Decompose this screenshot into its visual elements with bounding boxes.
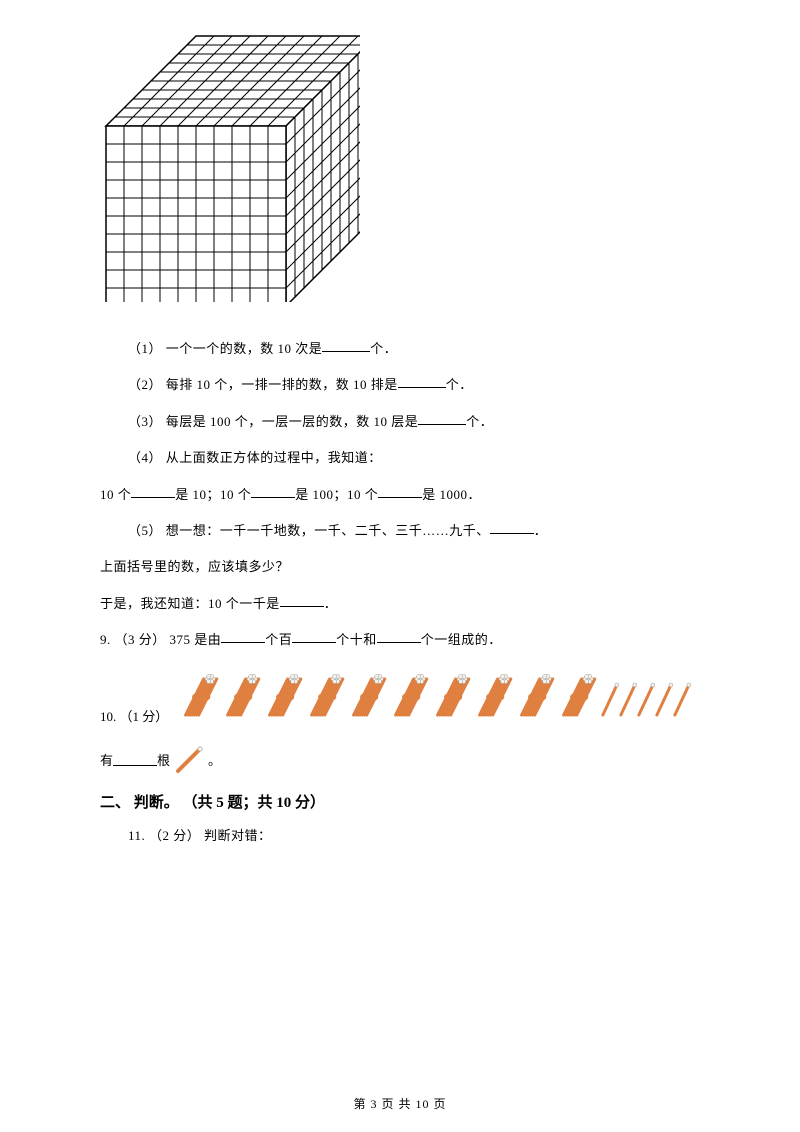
question-2: （2） 每排 10 个，一排一排的数，数 10 排是 个． — [100, 367, 700, 403]
blank — [131, 484, 175, 498]
blank — [322, 338, 370, 352]
q2-text: （2） 每排 10 个，一排一排的数，数 10 排是 — [128, 377, 398, 392]
q11-text: 11. （2 分） 判断对错： — [128, 828, 272, 843]
q10-label: 10. （1 分） — [100, 706, 168, 725]
has-label: 有 — [100, 750, 113, 769]
q9-c: 个十和 — [336, 632, 377, 647]
q1-text: （1） 一个一个的数，数 10 次是 — [128, 341, 322, 356]
has-end: 。 — [208, 750, 221, 769]
q5b-text: 上面括号里的数，应该填多少？ — [100, 559, 289, 574]
question-5c: 于是，我还知道：10 个一千是 ． — [100, 586, 700, 622]
q1-suffix: 个． — [370, 341, 397, 356]
question-3: （3） 每层是 100 个，一层一层的数，数 10 层是 个． — [100, 404, 700, 440]
question-4b: 10 个 是 10；10 个 是 100；10 个 是 1000． — [100, 477, 700, 513]
cube-diagram — [100, 30, 700, 307]
blank — [418, 411, 466, 425]
q4b-d: 是 1000． — [422, 487, 481, 502]
q5-text: （5） 想一想：一千一千地数，一千、二千、三千……九千、 — [128, 523, 490, 538]
blank — [490, 520, 534, 534]
section-2-title: 二、 判断。 （共 5 题；共 10 分） — [100, 791, 700, 812]
question-10-row: 10. （1 分） — [100, 669, 700, 725]
blank — [113, 752, 157, 766]
q2-suffix: 个． — [446, 377, 473, 392]
blank — [378, 484, 422, 498]
q4b-a: 10 个 — [100, 487, 131, 502]
question-9: 9. （3 分） 375 是由 个百 个十和 个一组成的． — [100, 622, 700, 658]
question-5: （5） 想一想：一千一千地数，一千、二千、三千……九千、 ． — [100, 513, 700, 549]
blank — [292, 629, 336, 643]
question-11: 11. （2 分） 判断对错： — [100, 818, 700, 854]
sticks-diagram — [174, 669, 700, 725]
page-footer: 第 3 页 共 10 页 — [0, 1095, 800, 1112]
blank — [398, 374, 446, 388]
single-stick-icon — [172, 743, 206, 777]
blank — [280, 593, 324, 607]
question-1: （1） 一个一个的数，数 10 次是 个． — [100, 331, 700, 367]
q5c-a: 于是，我还知道：10 个一千是 — [100, 596, 280, 611]
q5c-b: ． — [324, 596, 338, 611]
blank — [221, 629, 265, 643]
q3-suffix: 个． — [466, 414, 493, 429]
q4-text: （4） 从上面数正方体的过程中，我知道： — [128, 450, 382, 465]
q5-suffix: ． — [534, 523, 548, 538]
has-suffix: 根 — [157, 750, 170, 769]
q9-b: 个百 — [265, 632, 292, 647]
q9-d: 个一组成的． — [421, 632, 502, 647]
blank — [377, 629, 421, 643]
q3-text: （3） 每层是 100 个，一层一层的数，数 10 层是 — [128, 414, 418, 429]
question-5b: 上面括号里的数，应该填多少？ — [100, 549, 700, 585]
q9-a: 9. （3 分） 375 是由 — [100, 632, 221, 647]
question-4: （4） 从上面数正方体的过程中，我知道： — [100, 440, 700, 476]
question-10-answer: 有 根 。 — [100, 743, 700, 777]
q4b-b: 是 10；10 个 — [175, 487, 251, 502]
blank — [251, 484, 295, 498]
q4b-c: 是 100；10 个 — [295, 487, 378, 502]
